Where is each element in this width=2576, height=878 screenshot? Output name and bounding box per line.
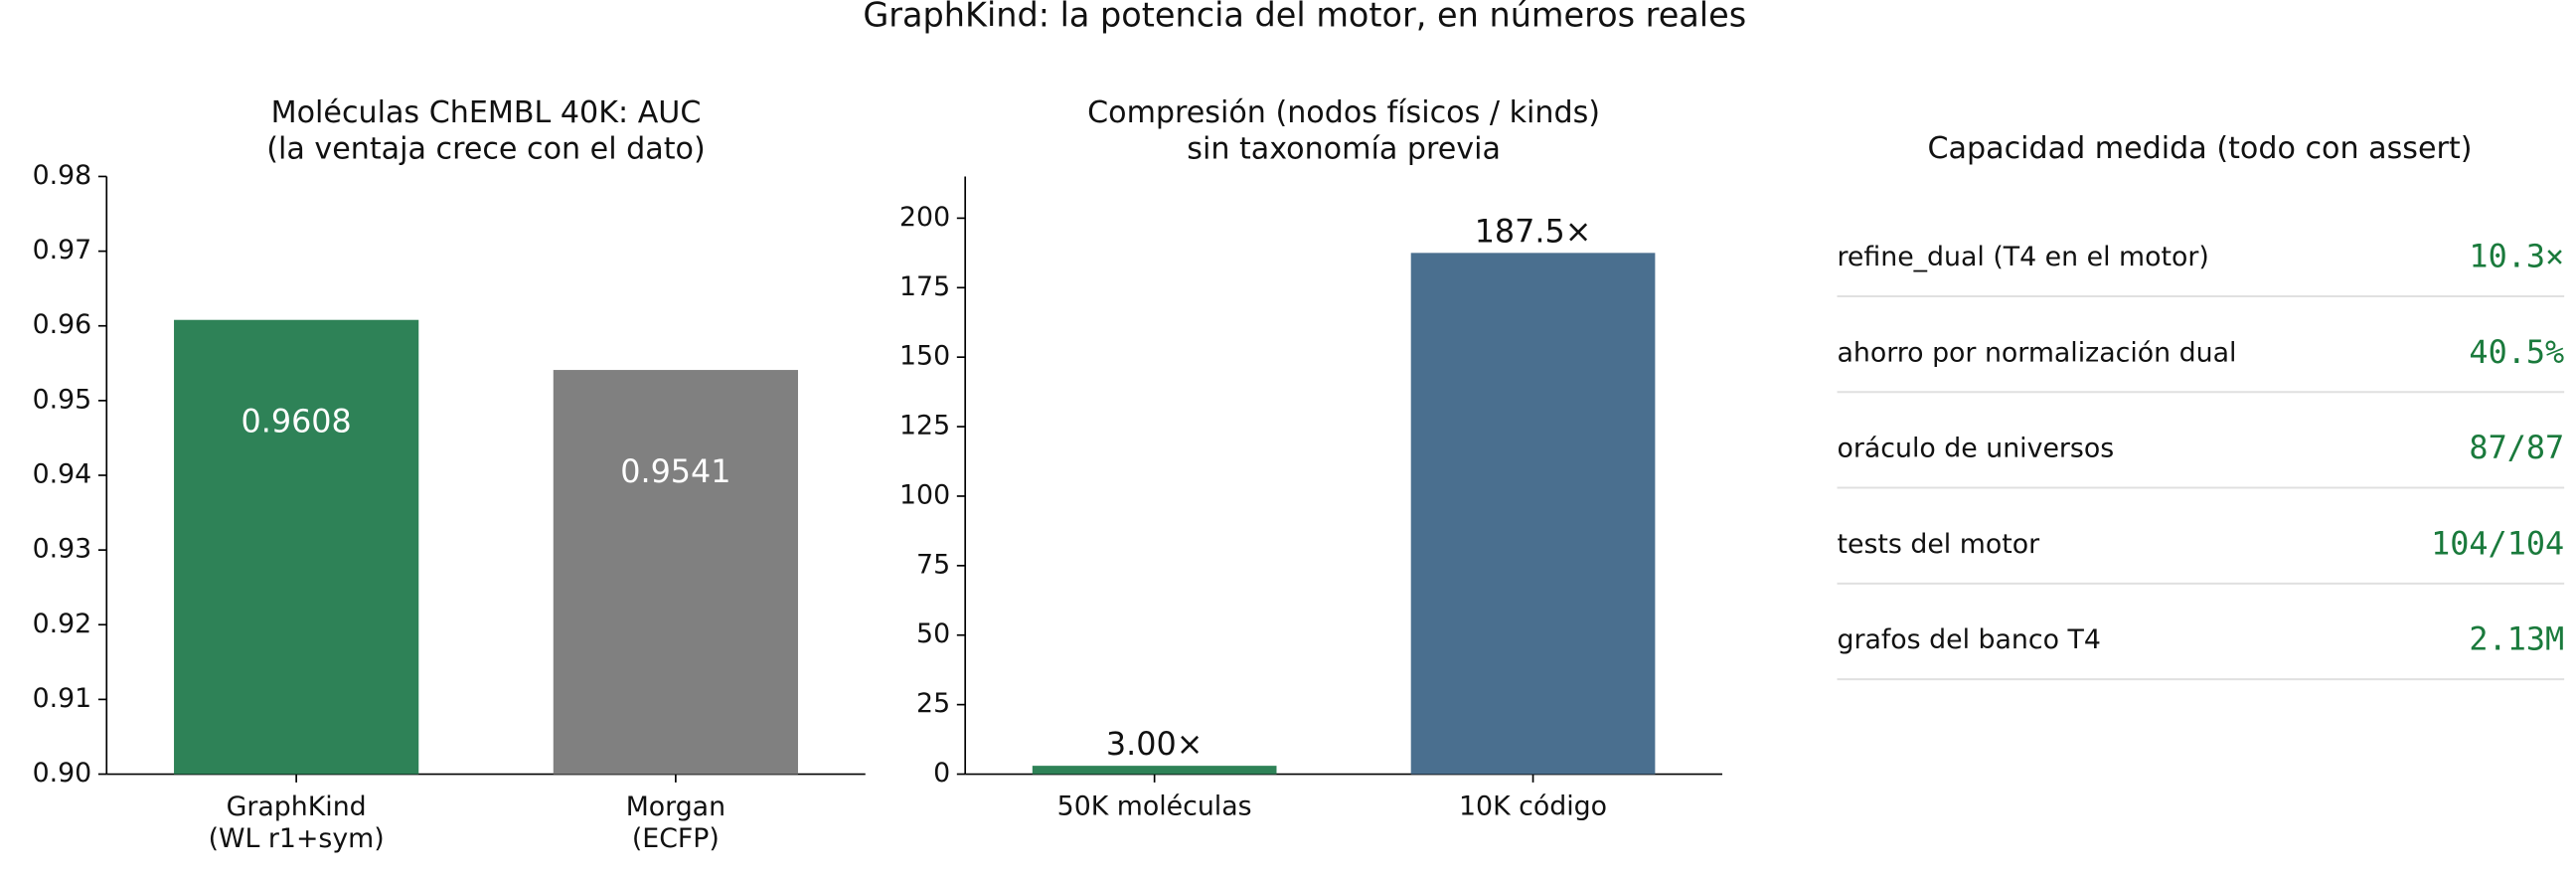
y-tick-label: 0.95 (33, 384, 92, 415)
y-tick-label: 75 (916, 549, 950, 580)
y-tick-label: 200 (899, 202, 950, 233)
x-tick-label: 50K moléculas (1057, 791, 1252, 822)
y-tick-label: 0.90 (33, 758, 92, 789)
metric-value: 87/87 (2469, 429, 2564, 466)
y-tick-label: 50 (916, 618, 950, 649)
metric-label: tests del motor (1838, 529, 2040, 560)
y-tick-label: 100 (899, 479, 950, 510)
x-tick-label: GraphKind (WL r1+sym) (209, 791, 385, 854)
y-tick-label: 25 (916, 688, 950, 719)
value-label: 0.9541 (620, 452, 730, 490)
metric-value: 40.5% (2469, 333, 2564, 371)
bar (1032, 766, 1277, 775)
value-label: 187.5× (1475, 212, 1592, 250)
y-tick-label: 0.91 (33, 683, 92, 714)
y-tick-label: 150 (899, 341, 950, 372)
y-tick-label: 0.94 (33, 458, 92, 489)
figure-title: GraphKind: la potencia del motor, en núm… (863, 0, 1746, 34)
metric-label: refine_dual (T4 en el motor) (1838, 242, 2209, 272)
metric-value: 104/104 (2431, 524, 2564, 562)
y-tick-label: 0.93 (33, 534, 92, 565)
value-label: 3.00× (1106, 725, 1203, 763)
bar (553, 370, 798, 775)
bar (1410, 253, 1656, 775)
chart-title: Moléculas ChEMBL 40K: AUC (la ventaja cre… (266, 94, 706, 166)
x-tick-label: 10K código (1459, 791, 1607, 822)
y-tick-label: 0.96 (33, 309, 92, 340)
value-label: 0.9608 (242, 403, 352, 440)
y-tick-label: 125 (899, 411, 950, 441)
metric-label: grafos del banco T4 (1838, 624, 2101, 655)
y-tick-label: 0 (933, 758, 950, 789)
y-tick-label: 0.92 (33, 609, 92, 639)
y-tick-label: 0.98 (33, 160, 92, 191)
metric-label: oráculo de universos (1838, 434, 2115, 464)
x-tick-label: Morgan (ECFP) (626, 791, 725, 854)
y-tick-label: 175 (899, 271, 950, 302)
bar (174, 319, 419, 775)
panel-title: Capacidad medida (todo con assert) (1928, 131, 2473, 166)
chart-title: Compresión (nodos físicos / kinds) sin ta… (1087, 94, 1600, 166)
metric-label: ahorro por normalización dual (1838, 337, 2237, 368)
metric-value: 2.13M (2469, 620, 2564, 658)
metric-value: 10.3× (2469, 238, 2564, 275)
y-tick-label: 0.97 (33, 235, 92, 265)
